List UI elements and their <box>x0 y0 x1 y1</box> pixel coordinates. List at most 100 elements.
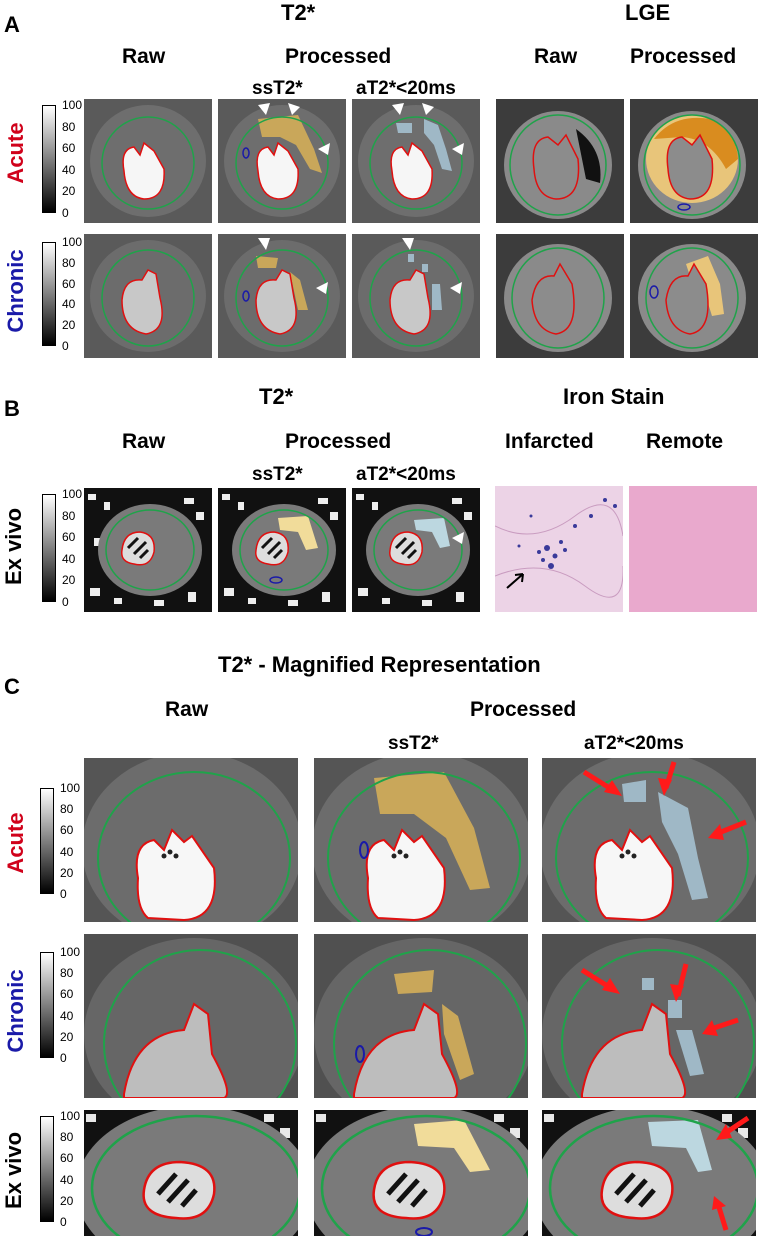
mag-exvivo-at2 <box>542 1110 756 1236</box>
panel-a-lge-processed-label: Processed <box>630 45 737 68</box>
colorbar-tick: 0 <box>62 595 69 609</box>
panel-b-iron-title: Iron Stain <box>563 384 665 409</box>
panel-c-row-exvivo: Ex vivo <box>1 1131 26 1209</box>
colorbar-tick: 80 <box>60 802 74 817</box>
colorbar-tick: 40 <box>62 551 76 566</box>
colorbar-tick: 40 <box>60 844 74 859</box>
colorbar-tick: 0 <box>62 339 69 353</box>
panel-a-sst2-label: ssT2* <box>252 78 303 99</box>
colorbar-b-exvivo: 100 80 60 40 20 0 <box>42 488 82 608</box>
panel-c-raw-label: Raw <box>165 698 209 721</box>
mag-acute-sst2 <box>314 758 528 922</box>
colorbar-c-exvivo: 100 80 60 40 20 0 <box>40 1110 80 1228</box>
colorbar-gradient <box>42 242 56 346</box>
mag-acute-raw <box>84 758 298 922</box>
colorbar-tick: 40 <box>62 162 76 177</box>
colorbar-gradient <box>40 788 54 894</box>
panel-a-lge-title: LGE <box>625 0 671 25</box>
colorbar-gradient <box>40 952 54 1058</box>
panel-c-row-acute: Acute <box>3 812 28 874</box>
colorbar-tick: 20 <box>62 573 76 588</box>
colorbar-tick: 60 <box>60 823 74 838</box>
mri-acute-sst2 <box>218 99 346 223</box>
colorbar-tick: 60 <box>60 987 74 1002</box>
colorbar-tick: 100 <box>62 235 83 249</box>
panel-b-raw-label: Raw <box>122 430 166 453</box>
colorbar-tick: 100 <box>60 1109 81 1123</box>
mri-exvivo-raw <box>84 488 212 612</box>
panel-c-row-chronic: Chronic <box>3 969 28 1053</box>
panel-b-infarcted-label: Infarcted <box>505 430 594 453</box>
colorbar-tick: 100 <box>62 487 83 501</box>
lge-acute-processed <box>630 99 758 223</box>
mri-chronic-raw <box>84 234 212 358</box>
mag-exvivo-raw <box>84 1110 298 1236</box>
colorbar-a-chronic: 100 80 60 40 20 0 <box>42 236 82 352</box>
panel-a-raw-label: Raw <box>122 45 166 68</box>
colorbar-a-acute: 100 80 60 40 20 0 <box>42 99 82 219</box>
mri-acute-at2 <box>352 99 480 223</box>
colorbar-tick: 20 <box>60 865 74 880</box>
colorbar-tick: 100 <box>60 781 81 795</box>
colorbar-tick: 60 <box>60 1151 74 1166</box>
panel-a-row-acute: Acute <box>3 122 28 184</box>
colorbar-tick: 60 <box>62 530 76 545</box>
colorbar-tick: 60 <box>62 276 76 291</box>
colorbar-tick: 0 <box>60 1215 67 1229</box>
colorbar-tick: 60 <box>62 141 76 156</box>
colorbar-tick: 80 <box>60 966 74 981</box>
colorbar-c-acute: 100 80 60 40 20 0 <box>40 782 80 900</box>
panel-c-at2-label: aT2*<20ms <box>584 733 684 754</box>
lge-chronic-raw <box>496 234 624 358</box>
panel-a-at2-label: aT2*<20ms <box>356 78 456 99</box>
colorbar-tick: 20 <box>62 318 76 333</box>
mri-chronic-at2 <box>352 234 480 358</box>
panel-b-sst2-label: ssT2* <box>252 464 303 485</box>
mri-exvivo-sst2 <box>218 488 346 612</box>
colorbar-tick: 80 <box>62 119 76 134</box>
panel-a-letter: A <box>4 12 20 37</box>
colorbar-tick: 0 <box>62 206 69 220</box>
colorbar-tick: 20 <box>60 1193 74 1208</box>
panel-c-sst2-label: ssT2* <box>388 733 439 754</box>
panel-a-lge-raw-label: Raw <box>534 45 578 68</box>
lge-acute-raw <box>496 99 624 223</box>
panel-b-at2-label: aT2*<20ms <box>356 464 456 485</box>
colorbar-tick: 80 <box>60 1130 74 1145</box>
panel-a-row-chronic: Chronic <box>3 249 28 333</box>
mag-chronic-sst2 <box>314 934 528 1098</box>
colorbar-tick: 0 <box>60 1051 67 1065</box>
mri-acute-raw <box>84 99 212 223</box>
panel-c-title: T2* - Magnified Representation <box>218 652 541 677</box>
mag-exvivo-sst2 <box>314 1110 528 1236</box>
panel-c-letter: C <box>4 674 20 699</box>
colorbar-gradient <box>40 1116 54 1222</box>
panel-b-processed-label: Processed <box>285 430 392 453</box>
colorbar-tick: 0 <box>60 887 67 901</box>
colorbar-gradient <box>42 494 56 602</box>
colorbar-tick: 100 <box>62 98 83 112</box>
mri-chronic-sst2 <box>218 234 346 358</box>
panel-a-processed-label: Processed <box>285 45 392 68</box>
panel-b-row-exvivo: Ex vivo <box>1 507 26 585</box>
iron-stain-infarcted <box>495 486 623 612</box>
colorbar-c-chronic: 100 80 60 40 20 0 <box>40 946 80 1064</box>
colorbar-tick: 40 <box>62 297 76 312</box>
panel-b-t2-title: T2* <box>259 384 294 409</box>
colorbar-tick: 20 <box>62 184 76 199</box>
panel-b-remote-label: Remote <box>646 430 724 453</box>
mag-chronic-raw <box>84 934 298 1098</box>
mag-acute-at2 <box>542 758 756 922</box>
mri-exvivo-at2 <box>352 488 480 612</box>
colorbar-tick: 80 <box>62 508 76 523</box>
iron-stain-remote <box>629 486 757 612</box>
colorbar-tick: 80 <box>62 255 76 270</box>
colorbar-tick: 40 <box>60 1008 74 1023</box>
colorbar-tick: 40 <box>60 1172 74 1187</box>
lge-chronic-processed <box>630 234 758 358</box>
colorbar-tick: 100 <box>60 945 81 959</box>
colorbar-gradient <box>42 105 56 213</box>
mag-chronic-at2 <box>542 934 756 1098</box>
panel-b-letter: B <box>4 396 20 421</box>
panel-a-t2-title: T2* <box>281 0 316 25</box>
